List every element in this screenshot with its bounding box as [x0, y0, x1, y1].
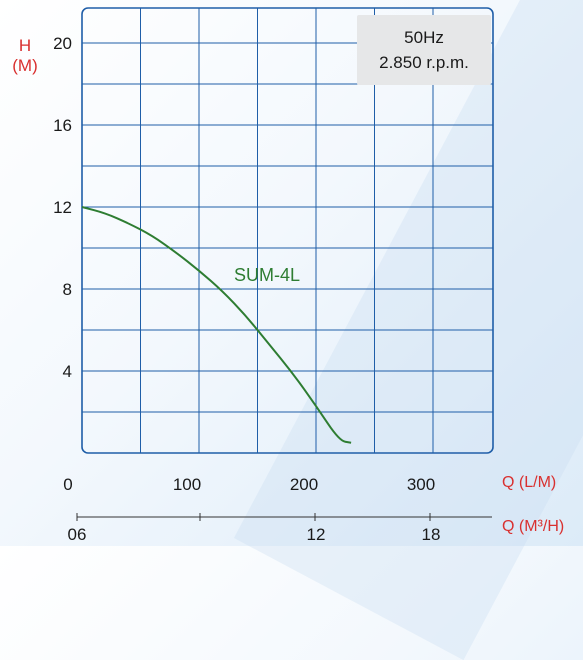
y-tick-label: 8: [63, 280, 72, 299]
secondary-axis: 06 12 18: [68, 513, 492, 544]
secondary-tick-label: 18: [422, 525, 441, 544]
y-axis-title: H (M): [10, 36, 40, 76]
series-label-sum-4l: SUM-4L: [234, 265, 300, 285]
x-tick-label: 100: [173, 475, 201, 494]
x-tick-label: 200: [290, 475, 318, 494]
secondary-tick-label: 06: [68, 525, 87, 544]
x-tick-label: 0: [63, 475, 72, 494]
y-axis-label: H: [18, 36, 32, 55]
series-line-sum-4l: [81, 206, 352, 444]
y-tick-label: 4: [63, 362, 72, 381]
plot-frame: [81, 7, 494, 454]
x-tick-label: 300: [407, 475, 435, 494]
y-axis-unit: (M): [12, 56, 38, 75]
frequency-label: 50Hz: [404, 28, 444, 47]
y-tick-label: 12: [53, 198, 72, 217]
secondary-tick-label: 12: [307, 525, 326, 544]
y-tick-label: 20: [53, 34, 72, 53]
rpm-label: 2.850 r.p.m.: [379, 53, 469, 72]
series-layer: SUM-4L: [81, 206, 352, 444]
info-box: 50Hz 2.850 r.p.m.: [357, 15, 491, 85]
x-axis-secondary-title: Q (M³/H): [502, 518, 565, 535]
x-axis-primary-title: Q (L/M): [502, 474, 557, 491]
y-tick-label: 16: [53, 116, 72, 135]
